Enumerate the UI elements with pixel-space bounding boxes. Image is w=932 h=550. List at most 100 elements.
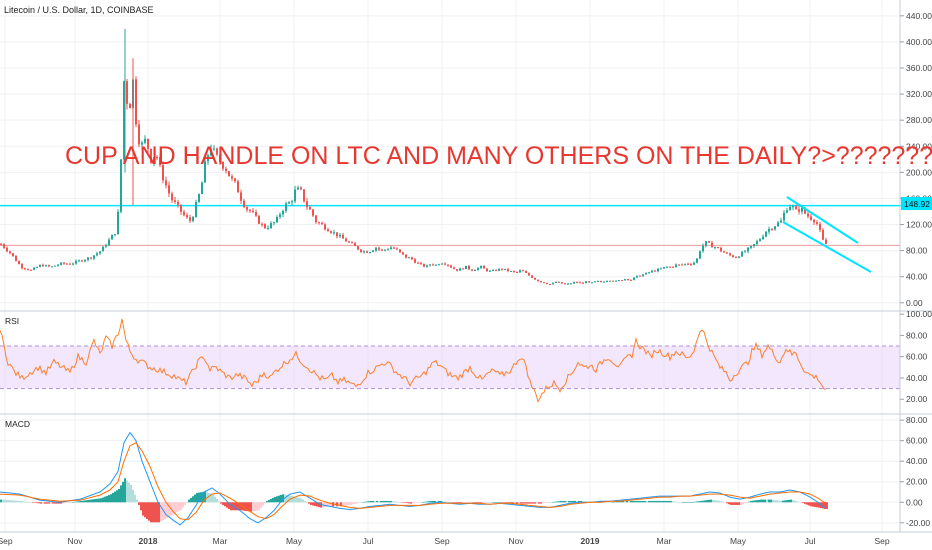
macd-histogram-bar: [40, 502, 42, 504]
macd-histogram-bar: [500, 502, 502, 503]
macd-histogram-bar: [146, 502, 148, 519]
macd-histogram-bar: [340, 502, 342, 507]
macd-histogram-bar: [542, 502, 544, 504]
cup-and-handle-annotation[interactable]: CUP AND HANDLE ON LTC AND MANY OTHERS ON…: [65, 142, 932, 170]
candle-body: [42, 264, 44, 267]
macd-histogram-bar: [468, 502, 470, 503]
macd-histogram-bar: [616, 501, 618, 503]
macd-histogram-bar: [22, 501, 24, 503]
macd-histogram-bar: [62, 502, 64, 504]
candle-body: [180, 204, 182, 212]
candle-body: [717, 247, 719, 249]
candle-body: [234, 178, 236, 182]
macd-histogram-bar: [658, 500, 660, 503]
macd-histogram-bar: [38, 502, 40, 504]
macd-histogram-bar: [496, 502, 498, 503]
macd-histogram-bar: [520, 502, 522, 504]
macd-histogram-bar: [92, 499, 94, 503]
candle-body: [360, 249, 362, 252]
candle-body: [51, 266, 53, 268]
candle-body: [462, 268, 464, 270]
macd-histogram-bar: [564, 500, 566, 503]
candle-body: [63, 262, 65, 264]
candle-body: [594, 281, 596, 283]
axes[interactable]: Sep Nov 2018 Mar May Jul Sep Nov 2019 Mar May Jul Se…: [0, 11, 932, 546]
price-tick-label: 80.00: [906, 246, 928, 256]
candle-body: [318, 222, 320, 224]
candle-body: [111, 234, 113, 240]
macd-histogram-bar: [720, 500, 722, 503]
macd-histogram-bar: [122, 481, 124, 503]
macd-histogram-bar: [524, 502, 526, 504]
candle-body: [126, 81, 128, 104]
candle-body: [315, 215, 317, 223]
macd-histogram-bar: [554, 501, 556, 503]
macd-histogram-bar: [154, 502, 156, 523]
macd-histogram-bar: [10, 500, 12, 503]
macd-histogram-bar: [348, 502, 350, 506]
macd-histogram-bar: [698, 501, 700, 503]
candle-body: [405, 254, 407, 258]
macd-histogram-bar: [214, 496, 216, 503]
candle-body: [18, 261, 20, 265]
candle-body: [492, 270, 494, 272]
candle-body: [684, 263, 686, 265]
macd-histogram-bar: [44, 502, 46, 504]
macd-histogram-bar: [256, 502, 258, 511]
macd-histogram-bar: [142, 502, 144, 516]
macd-histogram-bar: [662, 500, 664, 503]
macd-histogram-bar: [466, 502, 468, 503]
candle-body: [84, 259, 86, 262]
macd-histogram-bar: [352, 502, 354, 505]
macd-histogram-bar: [614, 501, 616, 503]
macd-histogram-bar: [110, 494, 112, 503]
macd-histogram-bar: [270, 498, 272, 503]
candle-body: [129, 103, 131, 109]
candle-body: [513, 270, 515, 272]
descending-channel[interactable]: [782, 196, 872, 273]
candle-body: [510, 270, 512, 272]
macd-histogram-bar: [100, 498, 102, 503]
candle-body: [102, 246, 104, 252]
macd-histogram-bar: [272, 497, 274, 503]
macd-histogram-bar: [534, 502, 536, 504]
macd-histogram-bar: [130, 484, 132, 503]
candle-body: [114, 234, 116, 236]
macd-histogram-bar: [640, 500, 642, 503]
candle-body: [648, 272, 650, 274]
macd-histogram-bar: [804, 502, 806, 504]
x-tick-label: May: [730, 536, 747, 546]
candle-body: [87, 257, 89, 260]
candle-body: [792, 206, 794, 208]
candle-body: [564, 283, 566, 285]
candlestick-series: [0, 28, 827, 286]
macd-histogram-bar: [54, 502, 56, 504]
candle-body: [204, 161, 206, 183]
macd-histogram-bar: [380, 500, 382, 503]
candle-body: [357, 246, 359, 250]
macd-histogram-bar: [404, 502, 406, 503]
candle-body: [669, 266, 671, 268]
macd-histogram-bar: [722, 501, 724, 503]
candle-body: [489, 270, 491, 272]
macd-histogram-bar: [418, 502, 420, 503]
macd-histogram-bar: [690, 502, 692, 503]
candle-body: [282, 210, 284, 215]
macd-histogram-bar: [810, 502, 812, 507]
macd-histogram-bar: [784, 500, 786, 503]
price-tick-label: 0.00: [906, 298, 923, 308]
macd-histogram-bar: [152, 502, 154, 523]
macd-histogram-bar: [814, 502, 816, 507]
macd-histogram-bar: [714, 500, 716, 503]
macd-histogram-bar: [346, 502, 348, 506]
macd-histogram-bar: [134, 494, 136, 503]
macd-histogram-bar: [96, 498, 98, 503]
macd-histogram-bar: [108, 495, 110, 503]
macd-histogram-bar: [812, 502, 814, 507]
candle-body: [9, 251, 11, 254]
rsi-tick-label: 100.00: [906, 309, 932, 319]
macd-histogram-bar: [796, 501, 798, 503]
macd-histogram-bar: [294, 496, 296, 503]
